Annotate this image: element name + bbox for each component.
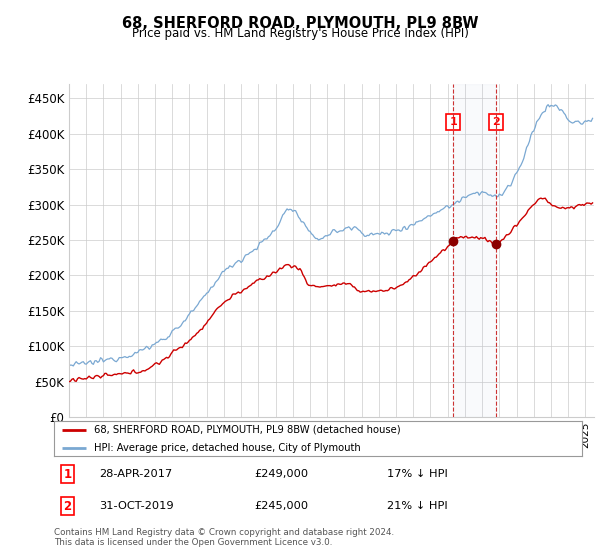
Text: Price paid vs. HM Land Registry's House Price Index (HPI): Price paid vs. HM Land Registry's House … <box>131 27 469 40</box>
Text: 68, SHERFORD ROAD, PLYMOUTH, PL9 8BW: 68, SHERFORD ROAD, PLYMOUTH, PL9 8BW <box>122 16 478 31</box>
Text: 2: 2 <box>64 500 71 513</box>
Text: 21% ↓ HPI: 21% ↓ HPI <box>386 501 448 511</box>
Text: 31-OCT-2019: 31-OCT-2019 <box>99 501 173 511</box>
Text: £245,000: £245,000 <box>254 501 309 511</box>
Text: 28-APR-2017: 28-APR-2017 <box>99 469 172 479</box>
Bar <box>454 84 496 417</box>
Text: 68, SHERFORD ROAD, PLYMOUTH, PL9 8BW (detached house): 68, SHERFORD ROAD, PLYMOUTH, PL9 8BW (de… <box>94 424 400 435</box>
Text: Contains HM Land Registry data © Crown copyright and database right 2024.
This d: Contains HM Land Registry data © Crown c… <box>54 528 394 547</box>
Text: £249,000: £249,000 <box>254 469 309 479</box>
Text: 17% ↓ HPI: 17% ↓ HPI <box>386 469 448 479</box>
Text: 1: 1 <box>449 117 457 127</box>
Text: HPI: Average price, detached house, City of Plymouth: HPI: Average price, detached house, City… <box>94 443 361 453</box>
Text: 2: 2 <box>493 117 500 127</box>
Text: 1: 1 <box>64 468 71 480</box>
